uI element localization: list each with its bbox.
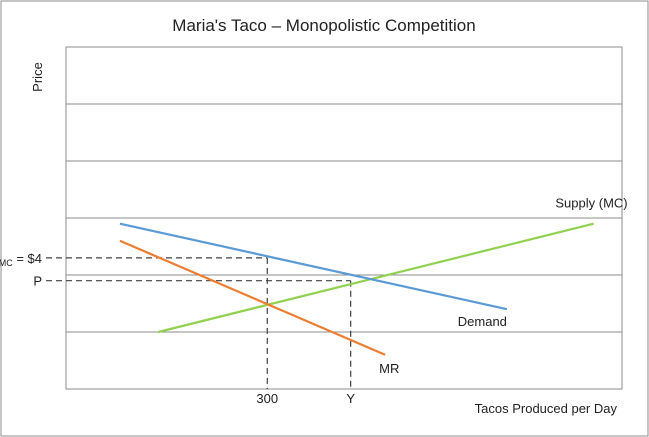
series-line: [119, 239, 386, 356]
x-axis-label: Tacos Produced per Day: [475, 401, 618, 416]
series-line: [158, 222, 594, 334]
series-label: Demand: [458, 314, 507, 329]
reference-label: P: [33, 274, 42, 289]
series-label: Supply (MC): [555, 196, 627, 211]
reference-label: PMC = $4: [0, 251, 42, 268]
grid: [65, 46, 623, 390]
series-line: [119, 222, 508, 311]
y-axis-label: Price: [30, 62, 45, 92]
series-label: MR: [379, 361, 399, 376]
chart-title: Maria's Taco – Monopolistic Competition: [172, 16, 475, 35]
chart-labels: PMC = $4 P 300 Y Supply (MC) Demand MR: [0, 196, 628, 406]
guide-lines: [46, 257, 352, 389]
x-tick-label: 300: [256, 391, 278, 406]
x-tick-label: Y: [346, 391, 355, 406]
series-lines: [119, 222, 594, 356]
